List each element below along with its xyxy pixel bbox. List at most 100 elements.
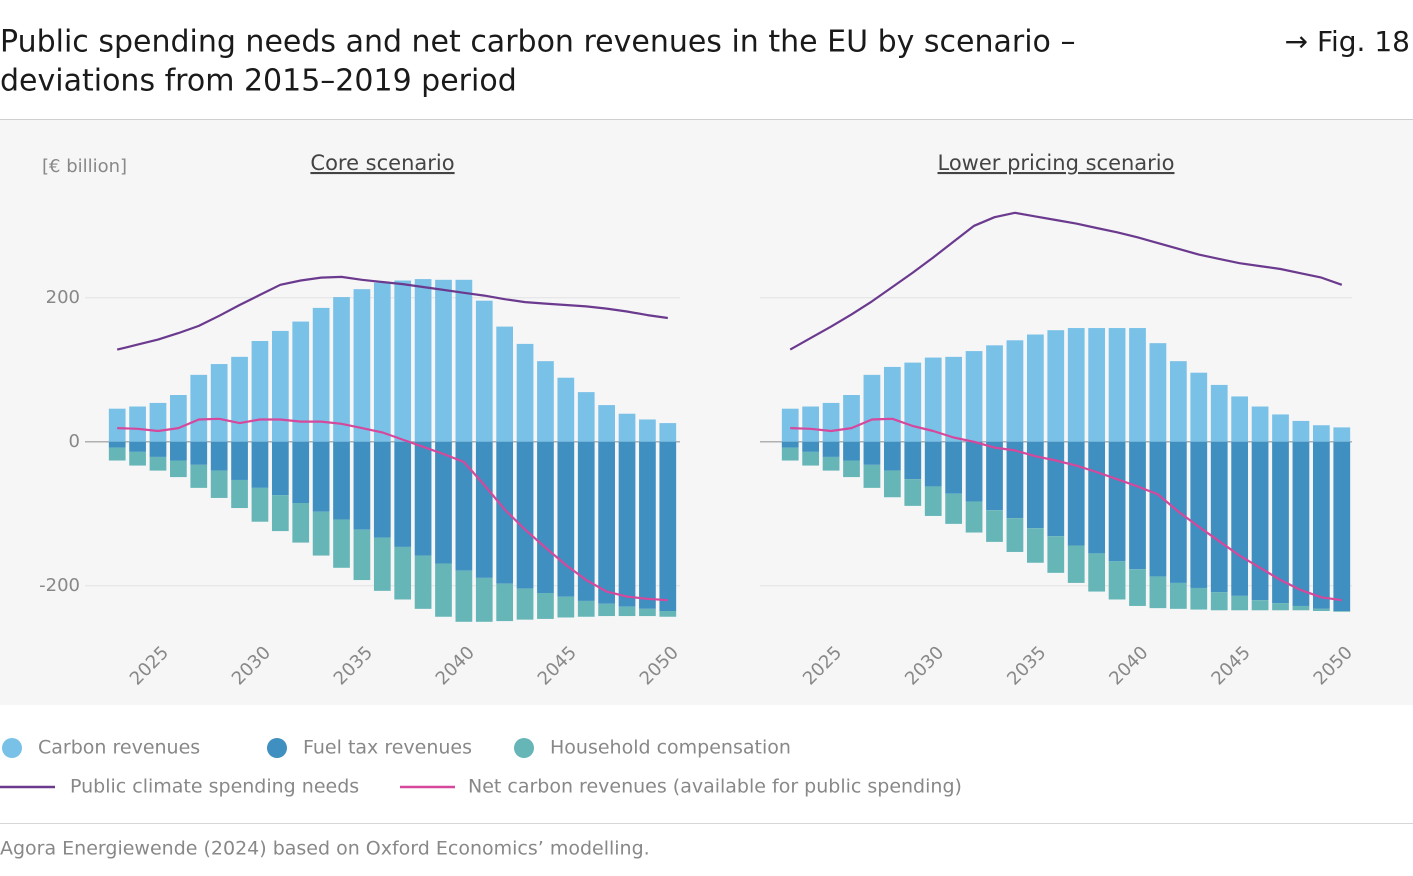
bar [883,441,901,471]
bar [557,596,575,618]
bar [843,460,860,478]
bar [333,519,350,568]
bar [108,408,126,442]
bar [577,600,595,617]
bar [904,362,922,442]
bar [271,495,289,532]
bar [292,321,310,442]
legend-label: Fuel tax revenues [303,737,472,759]
bar [802,451,820,466]
bar [333,297,350,442]
bar [557,441,575,597]
bar [822,402,840,442]
bar [904,441,922,480]
unit-label: [€ billion] [42,156,127,177]
bar [1251,600,1269,611]
bar [639,419,656,442]
bar [312,307,330,442]
bar [231,441,248,480]
bar [373,441,391,538]
legend-label: Household compensation [550,737,791,759]
bar [1129,328,1146,442]
bar [292,441,310,503]
bar [170,441,187,461]
bar [1231,396,1249,442]
y-tick-label: 0 [69,431,80,452]
bar [1108,561,1126,600]
bar [618,413,636,442]
bar [496,583,514,622]
y-tick-label: 200 [46,287,80,308]
bar [516,343,534,442]
bar [231,479,248,509]
bar [312,441,330,512]
bar [618,606,636,617]
bar [598,405,615,442]
panel-title: Lower pricing scenario [938,151,1175,175]
bar [353,441,371,530]
bar [435,563,452,617]
bar [1108,441,1126,562]
bar [170,460,187,478]
bar [1129,569,1146,606]
bar [781,408,799,442]
bar [659,611,677,617]
bar [863,441,881,465]
bar [129,451,146,466]
line [789,211,1343,351]
bar [1047,441,1065,537]
bar [1088,553,1106,592]
bar [414,279,432,442]
bar [1272,414,1289,442]
bar [1108,328,1126,442]
bar [1047,330,1065,442]
source: Agora Energiewende (2024) based on Oxfor… [0,838,650,860]
bar [639,441,656,609]
bar [1067,545,1085,583]
bar [292,503,310,543]
bar [659,441,677,611]
bar [598,603,615,617]
fig-label: → Fig. 18 [1285,25,1410,58]
line [790,417,1342,602]
bar [904,479,922,506]
bar [781,447,799,461]
bar [822,441,840,457]
bar [353,289,371,442]
legend-swatch [267,738,287,758]
bar [149,402,167,442]
bar [1292,420,1310,442]
bar [1272,441,1289,604]
bar [435,279,452,442]
y-tick-label: -200 [39,575,80,596]
bar [271,441,289,496]
bar [1026,528,1044,563]
bar [1251,406,1269,442]
bar [1312,441,1330,609]
bar [1231,595,1249,611]
bar [1006,518,1024,552]
bar [924,441,942,487]
bar [1088,328,1106,442]
bar [1210,441,1228,593]
bar [455,441,473,571]
bar [231,356,248,442]
bar [251,341,269,442]
bar [373,282,391,442]
bar [516,588,534,620]
bar [1169,582,1187,609]
bar [129,406,146,442]
bar [1190,441,1208,588]
bar [475,441,493,578]
bar [924,486,942,516]
bar [1026,334,1044,442]
bar [1292,441,1310,606]
bar [455,279,473,442]
legend-swatch [514,738,534,758]
bar [149,456,167,471]
bar [108,447,126,461]
bar [414,555,432,609]
bar [516,441,534,589]
bar [271,330,289,442]
bar [190,464,208,488]
